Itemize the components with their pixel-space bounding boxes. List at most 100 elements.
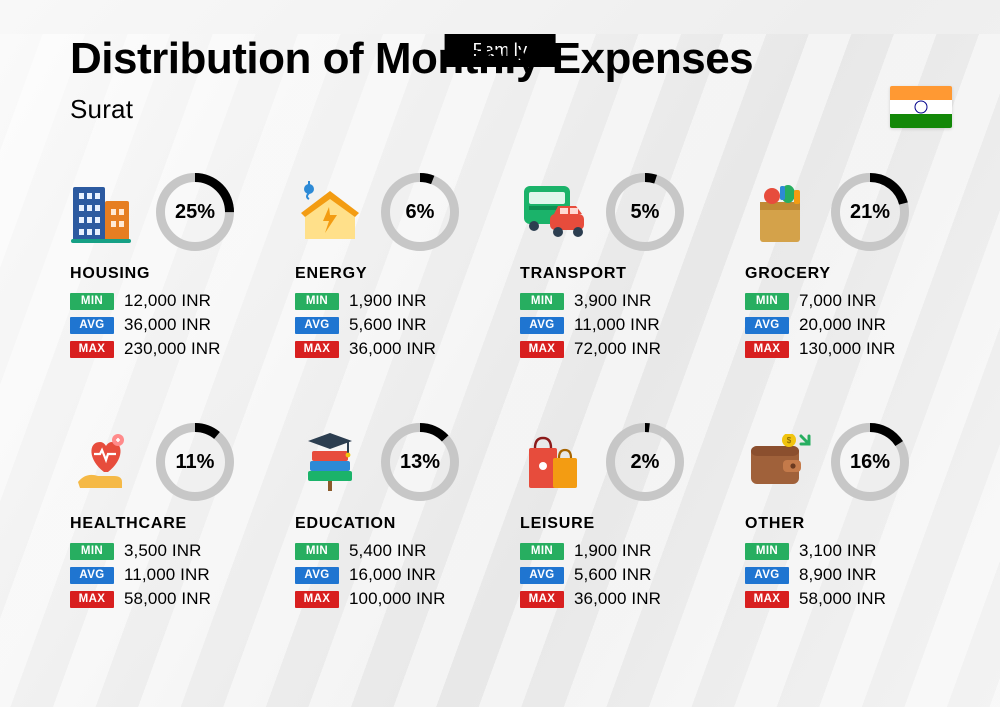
avg-value: 16,000 INR: [349, 565, 436, 585]
max-value: 58,000 INR: [124, 589, 211, 609]
min-badge: MIN: [520, 543, 564, 560]
percent-label: 21%: [831, 173, 909, 251]
min-value: 5,400 INR: [349, 541, 426, 561]
stat-row-max: MAX 72,000 INR: [520, 339, 715, 359]
expense-card-education: 13% EDUCATION MIN 5,400 INR AVG 16,000 I…: [295, 423, 490, 613]
avg-badge: AVG: [70, 567, 114, 584]
avg-value: 36,000 INR: [124, 315, 211, 335]
min-value: 12,000 INR: [124, 291, 211, 311]
min-value: 1,900 INR: [574, 541, 651, 561]
category-name: GROCERY: [745, 265, 940, 283]
max-value: 58,000 INR: [799, 589, 886, 609]
avg-badge: AVG: [70, 317, 114, 334]
min-value: 1,900 INR: [349, 291, 426, 311]
expense-card-grocery: 21% GROCERY MIN 7,000 INR AVG 20,000 INR…: [745, 173, 940, 363]
percent-label: 25%: [156, 173, 234, 251]
svg-text:$: $: [787, 436, 792, 445]
max-badge: MAX: [520, 341, 564, 358]
max-badge: MAX: [745, 341, 789, 358]
stat-row-avg: AVG 5,600 INR: [520, 565, 715, 585]
max-value: 36,000 INR: [349, 339, 436, 359]
category-name: OTHER: [745, 515, 940, 533]
flag-stripe-top: [890, 86, 952, 100]
stat-row-min: MIN 1,900 INR: [520, 541, 715, 561]
percent-label: 11%: [156, 423, 234, 501]
page-title: Distribution of Monthly Expenses: [70, 34, 940, 84]
category-name: LEISURE: [520, 515, 715, 533]
stat-row-max: MAX 100,000 INR: [295, 589, 490, 609]
min-badge: MIN: [70, 293, 114, 310]
category-name: TRANSPORT: [520, 265, 715, 283]
min-badge: MIN: [745, 293, 789, 310]
percent-donut-healthcare: 11%: [156, 423, 234, 501]
min-badge: MIN: [520, 293, 564, 310]
max-value: 100,000 INR: [349, 589, 446, 609]
stat-row-min: MIN 3,100 INR: [745, 541, 940, 561]
avg-value: 5,600 INR: [349, 315, 426, 335]
stat-row-avg: AVG 8,900 INR: [745, 565, 940, 585]
min-badge: MIN: [70, 543, 114, 560]
stat-row-max: MAX 58,000 INR: [70, 589, 265, 609]
max-value: 130,000 INR: [799, 339, 896, 359]
stat-row-max: MAX 58,000 INR: [745, 589, 940, 609]
min-badge: MIN: [295, 543, 339, 560]
max-badge: MAX: [70, 341, 114, 358]
buildings-icon: [70, 177, 140, 247]
category-name: EDUCATION: [295, 515, 490, 533]
stat-row-avg: AVG 11,000 INR: [70, 565, 265, 585]
expense-card-leisure: 2% LEISURE MIN 1,900 INR AVG 5,600 INR M…: [520, 423, 715, 613]
avg-badge: AVG: [295, 567, 339, 584]
expense-card-energy: 6% ENERGY MIN 1,900 INR AVG 5,600 INR MA…: [295, 173, 490, 363]
max-value: 72,000 INR: [574, 339, 661, 359]
flag-chakra-icon: [915, 101, 928, 114]
percent-label: 5%: [606, 173, 684, 251]
subtitle-city: Surat: [70, 94, 940, 125]
avg-badge: AVG: [745, 567, 789, 584]
min-value: 7,000 INR: [799, 291, 876, 311]
percent-label: 2%: [606, 423, 684, 501]
percent-donut-grocery: 21%: [831, 173, 909, 251]
avg-badge: AVG: [520, 567, 564, 584]
stat-row-max: MAX 36,000 INR: [520, 589, 715, 609]
avg-value: 20,000 INR: [799, 315, 886, 335]
percent-label: 13%: [381, 423, 459, 501]
heart-hand-icon: [70, 427, 140, 497]
percent-label: 6%: [381, 173, 459, 251]
stat-row-max: MAX 36,000 INR: [295, 339, 490, 359]
stat-row-avg: AVG 20,000 INR: [745, 315, 940, 335]
stat-row-avg: AVG 36,000 INR: [70, 315, 265, 335]
stat-row-min: MIN 12,000 INR: [70, 291, 265, 311]
stat-row-avg: AVG 16,000 INR: [295, 565, 490, 585]
max-value: 36,000 INR: [574, 589, 661, 609]
avg-value: 11,000 INR: [574, 315, 660, 335]
category-name: HEALTHCARE: [70, 515, 265, 533]
percent-label: 16%: [831, 423, 909, 501]
avg-badge: AVG: [520, 317, 564, 334]
stat-row-min: MIN 1,900 INR: [295, 291, 490, 311]
flag-stripe-bottom: [890, 114, 952, 128]
stat-row-min: MIN 7,000 INR: [745, 291, 940, 311]
max-badge: MAX: [70, 591, 114, 608]
category-name: ENERGY: [295, 265, 490, 283]
max-badge: MAX: [295, 341, 339, 358]
percent-donut-housing: 25%: [156, 173, 234, 251]
grocery-bag-icon: [745, 177, 815, 247]
percent-donut-energy: 6%: [381, 173, 459, 251]
stat-row-min: MIN 3,500 INR: [70, 541, 265, 561]
min-badge: MIN: [295, 293, 339, 310]
stat-row-avg: AVG 11,000 INR: [520, 315, 715, 335]
max-badge: MAX: [745, 591, 789, 608]
stat-row-min: MIN 3,900 INR: [520, 291, 715, 311]
expense-card-transport: 5% TRANSPORT MIN 3,900 INR AVG 11,000 IN…: [520, 173, 715, 363]
avg-badge: AVG: [295, 317, 339, 334]
wallet-icon: $: [745, 427, 815, 497]
stat-row-max: MAX 130,000 INR: [745, 339, 940, 359]
percent-donut-leisure: 2%: [606, 423, 684, 501]
max-badge: MAX: [295, 591, 339, 608]
stat-row-max: MAX 230,000 INR: [70, 339, 265, 359]
avg-badge: AVG: [745, 317, 789, 334]
expense-grid: 25% HOUSING MIN 12,000 INR AVG 36,000 IN…: [70, 173, 940, 613]
min-value: 3,900 INR: [574, 291, 651, 311]
min-value: 3,500 INR: [124, 541, 201, 561]
expense-card-housing: 25% HOUSING MIN 12,000 INR AVG 36,000 IN…: [70, 173, 265, 363]
